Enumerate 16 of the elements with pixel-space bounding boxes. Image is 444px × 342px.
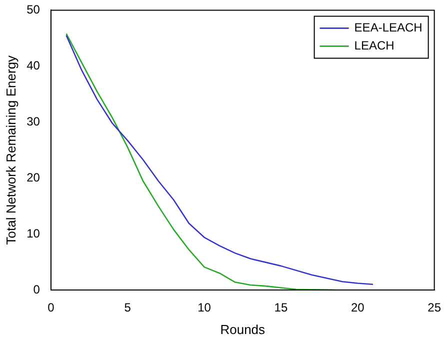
- y-tick-label: 50: [26, 2, 40, 17]
- y-tick-label: 20: [26, 170, 40, 184]
- x-tick-label: 25: [428, 300, 442, 315]
- x-tick-label: 5: [124, 300, 132, 315]
- x-tick-label: 20: [350, 300, 365, 315]
- y-axis-title: Total Network Remaining Energy: [3, 54, 18, 245]
- y-tick-label: 30: [26, 114, 40, 128]
- x-tick-label: 10: [198, 300, 212, 315]
- y-tick-label: 10: [26, 226, 40, 240]
- legend-label: EEA-LEACH: [354, 20, 422, 35]
- x-tick-label: 0: [48, 300, 55, 315]
- x-axis-title: Rounds: [220, 322, 266, 337]
- x-tick-label: 15: [274, 300, 288, 315]
- y-tick-label: 40: [26, 58, 40, 72]
- legend-label: LEACH: [354, 38, 394, 53]
- y-tick-label: 0: [33, 282, 40, 296]
